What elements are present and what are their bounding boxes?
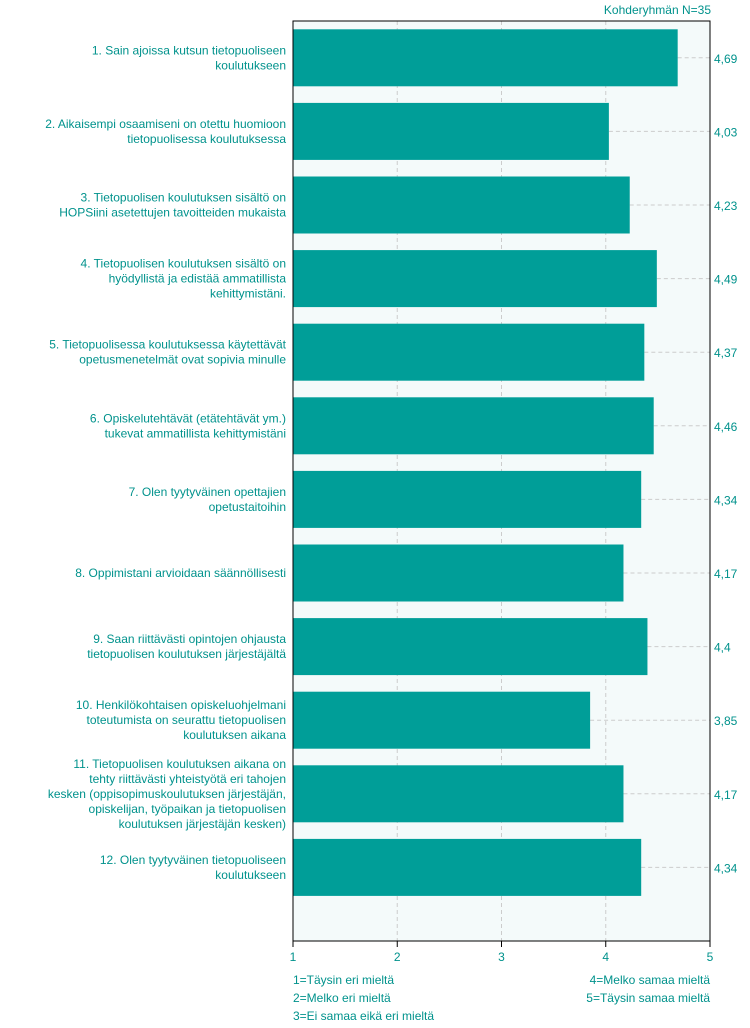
category-label-line: 8. Oppimistani arvioidaan säännöllisesti: [75, 566, 286, 580]
bar-item-3: [293, 176, 630, 234]
category-label-line: 9. Saan riittävästi opintojen ohjausta: [93, 632, 286, 646]
category-label-line: tietopuolisessa koulutuksessa: [127, 132, 286, 146]
legend-right-4: 4=Melko samaa mieltä: [590, 973, 711, 987]
category-label-line: tietopuolisen koulutuksen järjestäjältä: [87, 647, 286, 661]
category-label-line: 11. Tietopuolisen koulutuksen aikana on: [73, 757, 286, 771]
category-label-line: opetustaitoihin: [209, 500, 286, 514]
value-label-12: 4,34: [714, 861, 738, 875]
bar-item-8: [293, 544, 624, 602]
legend-right-5: 5=Täysin samaa mieltä: [586, 991, 710, 1005]
category-label-7: 7. Olen tyytyväinen opettajien opetustait…: [129, 485, 286, 514]
category-label-line: HOPSiini asetettujen tavoitteiden mukais…: [59, 206, 286, 220]
value-label-1: 4,69: [714, 52, 738, 66]
category-label-line: toteutumista on seurattu tietopuolisen: [87, 713, 286, 727]
x-tick-label-4: 4: [602, 950, 609, 964]
bar-item-10: [293, 691, 591, 749]
category-label-line: opetusmenetelmät ovat sopivia minulle: [79, 353, 286, 367]
category-label-line: kehittymistäni.: [210, 287, 286, 301]
category-label-12: 12. Olen tyytyväinen tietopuoliseen koulu…: [100, 853, 286, 882]
category-label-line: koulutuksen aikana: [183, 728, 286, 742]
category-label-line: 4. Tietopuolisen koulutuksen sisältö on: [81, 257, 286, 271]
legend-left-2: 2=Melko eri mieltä: [293, 991, 391, 1005]
category-label-3: 3. Tietopuolisen koulutuksen sisältö on H…: [59, 191, 286, 220]
bar-item-9: [293, 618, 648, 676]
category-label-11: 11. Tietopuolisen koulutuksen aikana on t…: [48, 757, 286, 831]
category-label-line: koulutukseen: [215, 58, 286, 72]
legend-left-1: 1=Täysin eri mieltä: [293, 973, 394, 987]
value-label-9: 4,4: [714, 641, 731, 655]
value-label-4: 4,49: [714, 273, 738, 287]
category-label-line: tehty riittävästi yhteistyötä eri tahoje…: [89, 772, 286, 786]
value-labels: 4,69 4,03 4,23 4,49 4,37 4,46 4,34 4,17 4,4 3,85 4…: [714, 52, 738, 876]
category-label-line: 3. Tietopuolisen koulutuksen sisältö on: [81, 191, 286, 205]
category-label-line: kesken (oppisopimuskoulutuksen järjestäj…: [48, 787, 286, 801]
bar-item-7: [293, 470, 642, 528]
bar-item-12: [293, 838, 642, 896]
category-label-line: 7. Olen tyytyväinen opettajien: [129, 485, 286, 499]
value-label-10: 3,85: [714, 714, 738, 728]
bar-item-2: [293, 102, 609, 160]
category-label-4: 4. Tietopuolisen koulutuksen sisältö on h…: [81, 257, 287, 301]
x-tick-label-1: 1: [290, 950, 297, 964]
category-label-line: 5. Tietopuolisessa koulutuksessa käytett…: [49, 338, 286, 352]
category-labels: 1. Sain ajoissa kutsun tietopuoliseen kou…: [45, 43, 286, 882]
x-tick-label-5: 5: [707, 950, 714, 964]
value-label-6: 4,46: [714, 420, 738, 434]
category-label-line: 2. Aikaisempi osaamiseni on otettu huomi…: [45, 117, 286, 131]
category-label-5: 5. Tietopuolisessa koulutuksessa käytett…: [49, 338, 286, 367]
scale-legend: 1=Täysin eri mieltä 2=Melko eri mieltä 3=E…: [293, 973, 710, 1023]
bar-item-6: [293, 397, 654, 455]
bar-item-4: [293, 250, 657, 308]
value-label-2: 4,03: [714, 125, 738, 139]
value-label-3: 4,23: [714, 199, 738, 213]
category-label-1: 1. Sain ajoissa kutsun tietopuoliseen kou…: [92, 43, 286, 72]
legend-left-3: 3=Ei samaa eikä eri mieltä: [293, 1009, 434, 1023]
x-tick-label-3: 3: [498, 950, 505, 964]
category-label-line: 1. Sain ajoissa kutsun tietopuoliseen: [92, 43, 286, 57]
category-label-line: 12. Olen tyytyväinen tietopuoliseen: [100, 853, 286, 867]
bar-item-1: [293, 29, 678, 87]
category-label-line: opiskelijan, työpaikan ja tietopuolisen: [89, 802, 286, 816]
bars: [293, 29, 678, 896]
category-label-6: 6. Opiskelutehtävät (etätehtävät ym.) tuk…: [90, 411, 286, 440]
value-label-5: 4,37: [714, 346, 738, 360]
group-size-label: Kohderyhmän N=35: [604, 3, 711, 17]
category-label-line: 6. Opiskelutehtävät (etätehtävät ym.): [90, 411, 286, 425]
category-label-line: koulutuksen järjestäjän kesken): [119, 817, 286, 831]
x-tick-label-2: 2: [394, 950, 401, 964]
value-label-11: 4,17: [714, 788, 738, 802]
category-label-line: tukevat ammatillista kehittymistäni: [105, 426, 286, 440]
category-label-2: 2. Aikaisempi osaamiseni on otettu huomi…: [45, 117, 286, 146]
x-axis-ticks: 1 2 3 4 5: [290, 941, 714, 964]
category-label-line: 10. Henkilökohtaisen opiskeluohjelmani: [76, 698, 286, 712]
category-label-10: 10. Henkilökohtaisen opiskeluohjelmani to…: [76, 698, 286, 742]
value-label-8: 4,17: [714, 567, 738, 581]
category-label-8: 8. Oppimistani arvioidaan säännöllisesti: [75, 566, 286, 580]
bar-item-11: [293, 765, 624, 823]
category-label-line: hyödyllistä ja edistää ammatillista: [109, 272, 287, 286]
bar-item-5: [293, 323, 645, 381]
category-label-9: 9. Saan riittävästi opintojen ohjausta ti…: [87, 632, 286, 661]
category-label-line: koulutukseen: [215, 868, 286, 882]
value-label-7: 4,34: [714, 493, 738, 507]
